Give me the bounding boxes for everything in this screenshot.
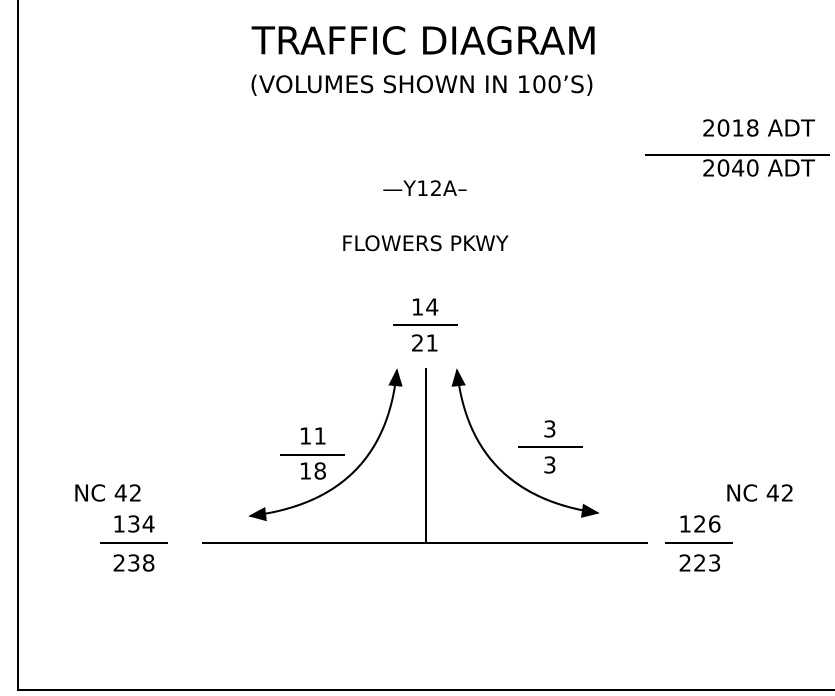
subtitle: (VOLUMES SHOWN IN 100’S) bbox=[250, 71, 595, 99]
road-name: FLOWERS PKWY bbox=[341, 232, 509, 256]
left-turn-bottom: 18 bbox=[298, 460, 327, 486]
north-bottom: 21 bbox=[410, 332, 439, 358]
left-turn-arrow bbox=[248, 368, 403, 522]
left-turn-top: 11 bbox=[298, 425, 327, 451]
right-turn-top: 3 bbox=[543, 418, 558, 444]
route-label: —Y12A– bbox=[382, 177, 467, 201]
title: TRAFFIC DIAGRAM bbox=[251, 20, 599, 64]
east-top: 126 bbox=[678, 513, 722, 539]
west-name: NC 42 bbox=[73, 482, 143, 508]
right-turn-bottom: 3 bbox=[543, 454, 558, 480]
legend-top: 2018 ADT bbox=[702, 117, 816, 143]
frame bbox=[17, 0, 835, 691]
east-name: NC 42 bbox=[725, 482, 795, 508]
legend-bottom: 2040 ADT bbox=[702, 157, 816, 183]
right-turn-arrow bbox=[451, 368, 600, 518]
north-top: 14 bbox=[410, 296, 439, 322]
west-bottom: 238 bbox=[112, 552, 156, 578]
east-bottom: 223 bbox=[678, 552, 722, 578]
west-top: 134 bbox=[112, 513, 156, 539]
